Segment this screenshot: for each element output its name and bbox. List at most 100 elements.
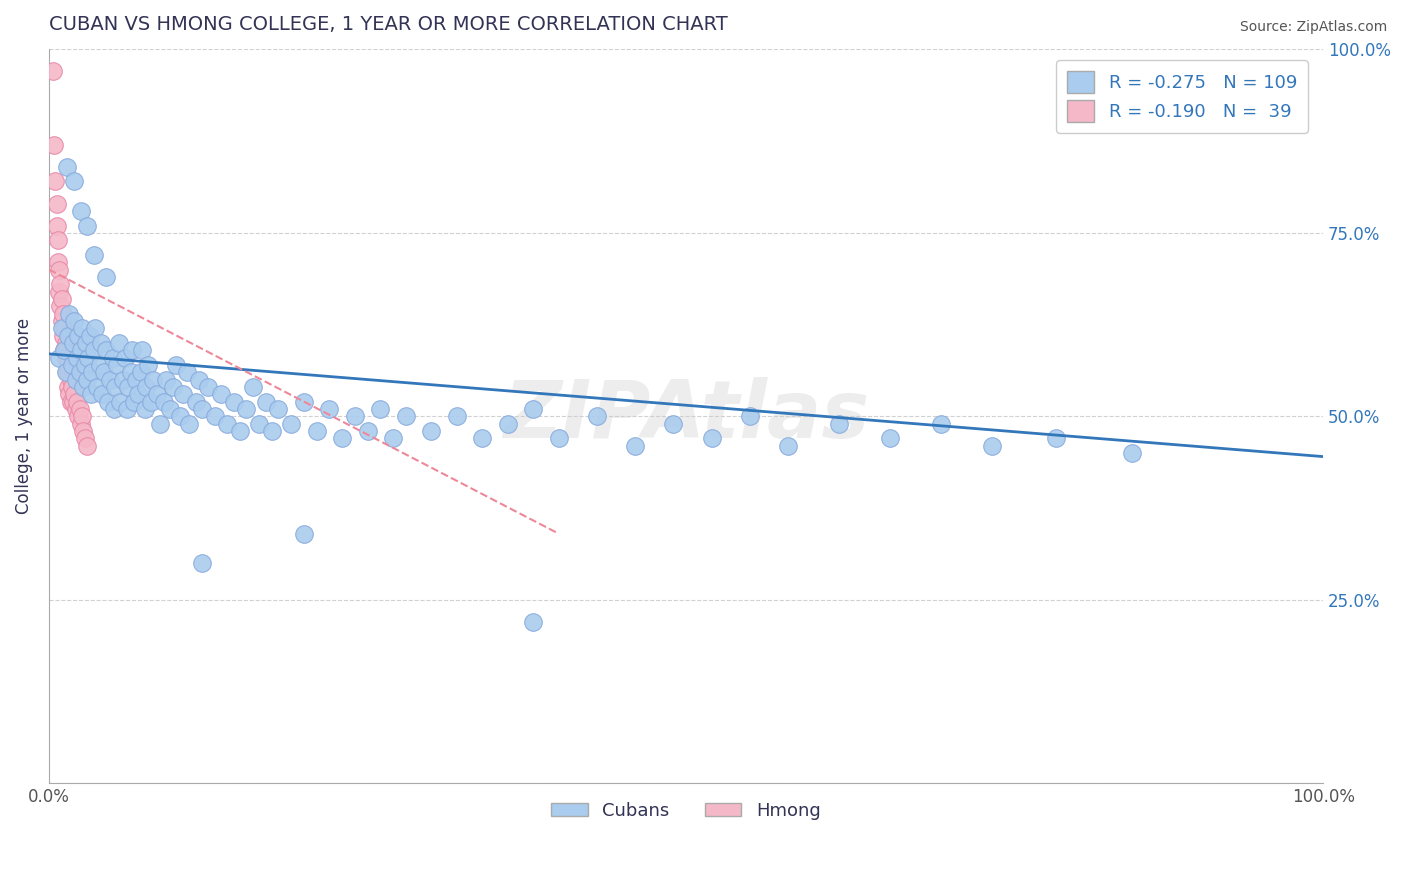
Point <box>55 365 77 379</box>
Point <box>184 394 207 409</box>
Point <box>45 219 67 233</box>
Point <box>172 387 194 401</box>
Point <box>229 424 252 438</box>
Point <box>53 321 76 335</box>
Point <box>69 417 91 431</box>
Point <box>247 417 270 431</box>
Point <box>188 373 211 387</box>
Point <box>108 335 131 350</box>
Point <box>343 409 366 424</box>
Point <box>44 174 66 188</box>
Point <box>738 409 761 424</box>
Point <box>134 401 156 416</box>
Point <box>59 394 82 409</box>
Point <box>62 335 84 350</box>
Point <box>1121 446 1143 460</box>
Point <box>53 343 76 358</box>
Point <box>51 321 73 335</box>
Text: CUBAN VS HMONG COLLEGE, 1 YEAR OR MORE CORRELATION CHART: CUBAN VS HMONG COLLEGE, 1 YEAR OR MORE C… <box>49 15 728 34</box>
Point <box>204 409 226 424</box>
Point <box>72 424 94 438</box>
Point <box>111 373 134 387</box>
Point <box>446 409 468 424</box>
Point <box>368 401 391 416</box>
Point <box>104 380 127 394</box>
Point <box>51 314 73 328</box>
Point <box>69 401 91 416</box>
Point <box>586 409 609 424</box>
Point <box>65 401 87 416</box>
Point <box>51 292 73 306</box>
Point <box>56 380 79 394</box>
Point <box>242 380 264 394</box>
Point <box>90 335 112 350</box>
Point <box>305 424 328 438</box>
Point <box>124 394 146 409</box>
Point <box>56 343 79 358</box>
Point <box>662 417 685 431</box>
Point <box>58 307 80 321</box>
Point <box>76 373 98 387</box>
Point <box>69 365 91 379</box>
Point <box>222 394 245 409</box>
Point <box>98 373 121 387</box>
Y-axis label: College, 1 year or more: College, 1 year or more <box>15 318 32 515</box>
Point <box>624 439 647 453</box>
Point <box>356 424 378 438</box>
Text: ZIPAtlas: ZIPAtlas <box>503 377 869 455</box>
Point <box>235 401 257 416</box>
Point <box>776 439 799 453</box>
Point <box>162 380 184 394</box>
Point <box>382 431 405 445</box>
Point <box>70 409 93 424</box>
Legend: Cubans, Hmong: Cubans, Hmong <box>544 795 828 827</box>
Point <box>76 219 98 233</box>
Point <box>117 380 139 394</box>
Point <box>49 299 72 313</box>
Point <box>124 373 146 387</box>
Point <box>69 343 91 358</box>
Point <box>56 358 79 372</box>
Point <box>165 358 187 372</box>
Point <box>97 394 120 409</box>
Point <box>179 417 201 431</box>
Point <box>197 380 219 394</box>
Point <box>110 394 132 409</box>
Point <box>700 431 723 445</box>
Point <box>83 248 105 262</box>
Point <box>73 358 96 372</box>
Point <box>86 380 108 394</box>
Point <box>42 137 65 152</box>
Point <box>980 439 1002 453</box>
Point <box>58 387 80 401</box>
Point <box>62 394 84 409</box>
Point <box>522 401 544 416</box>
Point <box>103 401 125 416</box>
Point <box>83 321 105 335</box>
Point <box>420 424 443 438</box>
Point <box>152 394 174 409</box>
Point <box>191 401 214 416</box>
Point <box>138 358 160 372</box>
Point <box>45 196 67 211</box>
Point <box>260 424 283 438</box>
Point <box>209 387 232 401</box>
Point <box>55 335 77 350</box>
Point <box>159 401 181 416</box>
Point <box>139 394 162 409</box>
Point <box>120 365 142 379</box>
Point <box>254 394 277 409</box>
Point <box>471 431 494 445</box>
Point <box>76 439 98 453</box>
Point <box>146 387 169 401</box>
Point <box>169 409 191 424</box>
Point <box>56 328 79 343</box>
Point <box>49 277 72 292</box>
Point <box>929 417 952 431</box>
Point <box>46 233 69 247</box>
Point <box>63 314 86 328</box>
Point <box>56 365 79 379</box>
Point <box>63 174 86 188</box>
Point <box>66 394 89 409</box>
Point <box>59 373 82 387</box>
